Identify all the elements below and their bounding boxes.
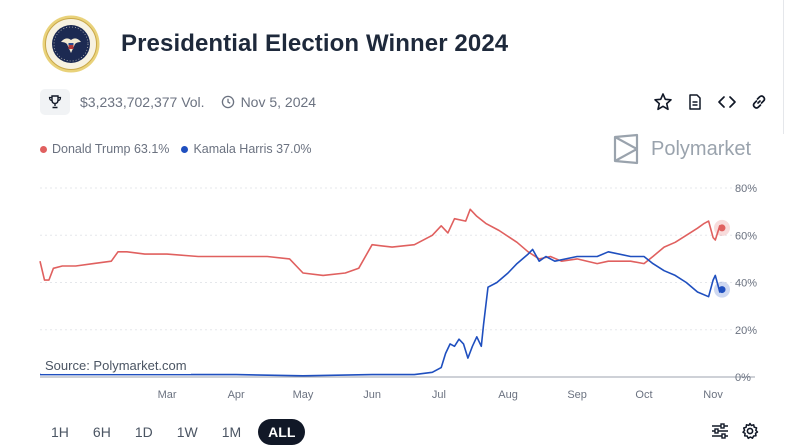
gear-icon[interactable] (740, 421, 760, 441)
brand-name: Polymarket (651, 137, 752, 160)
legend-label-harris: Kamala Harris 37.0% (193, 142, 312, 156)
market-meta: $3,233,702,377 Vol. Nov 5, 2024 (40, 89, 316, 115)
range-button-1h[interactable]: 1H (51, 424, 69, 440)
link-icon[interactable] (748, 91, 770, 113)
chart-tools (710, 421, 760, 441)
y-tick-label: 20% (735, 325, 757, 337)
x-tick-label: Mar (158, 389, 177, 401)
series-end-point-harris (718, 286, 726, 294)
range-button-all[interactable]: ALL (258, 419, 306, 445)
legend-item-harris: Kamala Harris 37.0% (181, 142, 312, 156)
presidential-seal-icon (42, 15, 100, 73)
series-end-point-trump (718, 224, 726, 232)
x-tick-label: Apr (228, 389, 245, 401)
y-tick-label: 60% (735, 230, 757, 242)
trophy-icon[interactable] (40, 89, 70, 115)
x-tick-label: Jun (363, 389, 381, 401)
range-button-1m[interactable]: 1M (221, 424, 242, 440)
x-tick-label: Nov (703, 389, 723, 401)
end-date: Nov 5, 2024 (240, 94, 317, 110)
page-title: Presidential Election Winner 2024 (121, 30, 509, 57)
volume-label: $3,233,702,377 Vol. (80, 94, 205, 110)
right-divider (783, 0, 784, 134)
legend-label-trump: Donald Trump 63.1% (52, 142, 170, 156)
clock-icon (221, 95, 235, 109)
polymarket-watermark: Polymarket (612, 133, 751, 165)
series-line-trump (39, 208, 723, 281)
x-tick-label: Aug (498, 389, 518, 401)
y-tick-label: 0% (735, 372, 751, 384)
range-button-1d[interactable]: 1D (134, 424, 153, 440)
document-icon[interactable] (684, 91, 706, 113)
sliders-icon[interactable] (710, 421, 730, 441)
y-tick-label: 80% (735, 183, 757, 195)
x-tick-label: May (293, 389, 314, 401)
source-label: Source: Polymarket.com (41, 357, 191, 374)
x-tick-label: Oct (635, 389, 652, 401)
star-icon[interactable] (652, 91, 674, 113)
probability-chart: 0% 20% 40% 60% 80% Mar Apr May Jun Jul Aug Sep Oct No… (39, 183, 757, 401)
series-line-harris (40, 248, 723, 377)
legend-dot-trump (40, 145, 47, 153)
legend-item-trump: Donald Trump 63.1% (40, 142, 169, 156)
range-button-6h[interactable]: 6H (92, 424, 111, 440)
y-tick-label: 40% (735, 278, 757, 290)
x-tick-label: Jul (432, 389, 446, 401)
polymarket-logo-icon (613, 133, 639, 165)
x-tick-label: Sep (567, 389, 587, 401)
code-icon[interactable] (716, 91, 738, 113)
legend-dot-harris (181, 145, 189, 153)
time-range-selector: 1H 6H 1D 1W 1M ALL (44, 419, 315, 445)
range-button-1w[interactable]: 1W (176, 424, 198, 440)
chart-legend: Donald Trump 63.1% Kamala Harris 37.0% (40, 142, 312, 156)
market-actions (652, 91, 770, 113)
